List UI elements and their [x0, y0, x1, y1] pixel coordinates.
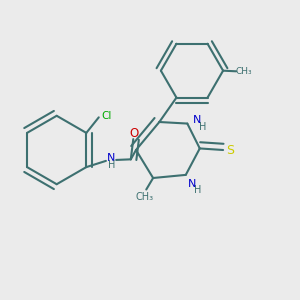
- Text: N: N: [107, 153, 116, 164]
- Text: N: N: [193, 116, 202, 125]
- Text: H: H: [108, 160, 115, 170]
- Text: CH₃: CH₃: [236, 67, 252, 76]
- Text: H: H: [194, 185, 201, 195]
- Text: S: S: [226, 143, 234, 157]
- Text: O: O: [129, 127, 138, 140]
- Text: H: H: [199, 122, 207, 132]
- Text: CH₃: CH₃: [135, 192, 154, 202]
- Text: Cl: Cl: [101, 111, 112, 122]
- Text: N: N: [188, 179, 196, 189]
